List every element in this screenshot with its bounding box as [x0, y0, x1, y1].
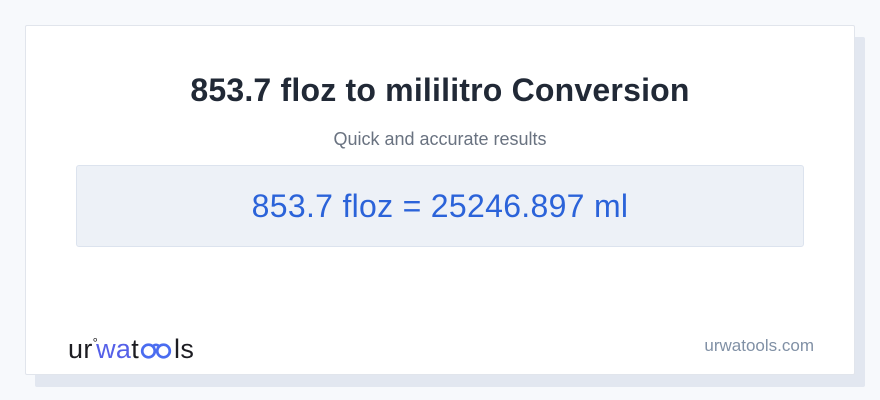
logo-segment-wa: wa [96, 334, 132, 364]
conversion-result-card: 853.7 floz to mililitro Conversion Quick… [25, 25, 855, 375]
page-title: 853.7 floz to mililitro Conversion [190, 72, 690, 108]
logo-segment-ls: ls [174, 334, 195, 364]
page-subtitle: Quick and accurate results [333, 129, 547, 149]
website-url-text: urwatools.com [704, 336, 814, 355]
glasses-oo-icon [140, 333, 173, 359]
logo-degree-mark: ° [92, 335, 99, 350]
urwatools-logo: ur ° wa t ls [68, 332, 194, 366]
logo-segment-t: t [131, 334, 140, 364]
conversion-result-value: 853.7 floz = 25246.897 ml [251, 187, 629, 224]
logo-segment-ur: ur [68, 334, 93, 364]
conversion-result-box: 853.7 floz = 25246.897 ml [76, 165, 804, 247]
